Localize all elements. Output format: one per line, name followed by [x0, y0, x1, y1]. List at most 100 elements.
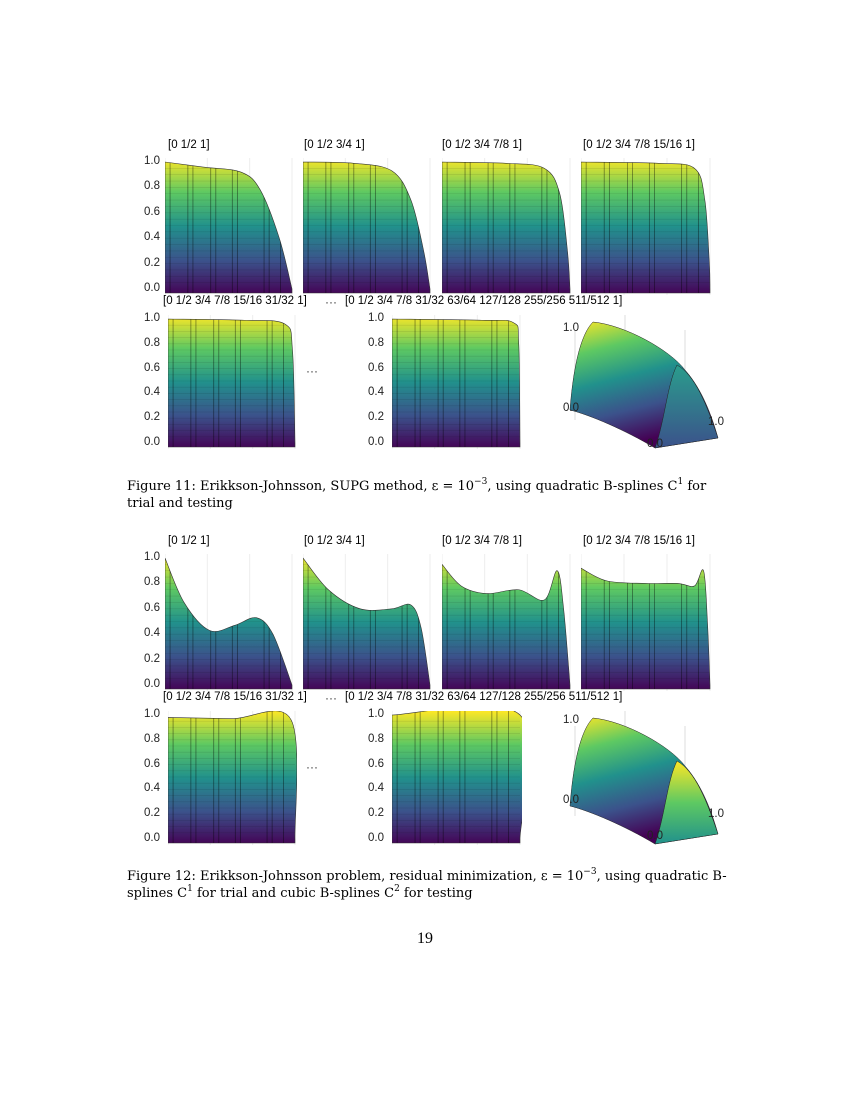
- figure-caption: Figure 12: Erikkson-Johnsson problem, re…: [127, 868, 727, 902]
- y-tick-label: 0.8: [144, 732, 160, 745]
- y-tick-label: 0.4: [144, 782, 160, 795]
- surface-plot: [392, 315, 521, 449]
- y-tick-label: 0.2: [144, 256, 160, 269]
- ellipsis: ···: [325, 691, 337, 705]
- surface-side-face: [654, 364, 719, 449]
- surface-fill: [165, 557, 293, 690]
- surface-plot: [442, 554, 571, 691]
- caption-text: for trial and cubic B-splines C: [192, 886, 395, 901]
- caption-superscript: −3: [474, 477, 488, 487]
- y-tick-label: 0.2: [144, 411, 160, 424]
- surface-plot: [165, 158, 293, 295]
- panel-title: [0 1/2 3/4 7/8 15/16 31/32 1]: [163, 691, 307, 703]
- surface-fill: [581, 161, 711, 294]
- surface-plot: [442, 158, 571, 295]
- 3d-tick-label: 1.0: [708, 808, 724, 820]
- page-number: 19: [417, 930, 433, 947]
- y-tick-label: 0.0: [144, 678, 160, 690]
- 3d-tick-label: 0.0: [647, 830, 663, 842]
- y-tick-label: 0.6: [144, 601, 160, 614]
- y-tick-label: 0.4: [144, 627, 160, 640]
- y-tick-label: 1.0: [144, 312, 160, 324]
- y-tick-label: 0.6: [144, 757, 160, 770]
- y-tick-label: 0.4: [144, 231, 160, 244]
- y-tick-label: 0.6: [144, 361, 160, 374]
- surface-plot: [165, 554, 293, 691]
- y-tick-label: 0.2: [368, 807, 384, 820]
- surface-fill: [168, 318, 296, 448]
- surface-plot: [303, 554, 431, 691]
- y-tick-label: 0.8: [368, 336, 384, 349]
- caption-text: , using quadratic B-splines C: [487, 479, 678, 494]
- y-tick-label: 0.8: [144, 336, 160, 349]
- y-tick-label: 0.4: [368, 782, 384, 795]
- y-tick-label: 1.0: [368, 708, 384, 720]
- y-tick-label: 0.0: [144, 436, 160, 448]
- surface-fill: [581, 567, 711, 690]
- y-tick-label: 0.8: [368, 732, 384, 745]
- panel-title: [0 1/2 3/4 7/8 1]: [442, 139, 522, 151]
- y-tick-label: 1.0: [368, 312, 384, 324]
- caption-superscript: 1: [187, 884, 193, 894]
- caption-text: , using quadratic B-splines C: [127, 869, 727, 901]
- y-tick-label: 0.8: [144, 180, 160, 193]
- caption-superscript: 2: [394, 884, 400, 894]
- surface-plot: [168, 315, 296, 449]
- panel-title: [0 1/2 3/4 7/8 15/16 1]: [583, 535, 695, 547]
- y-tick-label: 1.0: [144, 155, 160, 167]
- surface-plot: [168, 711, 297, 845]
- y-tick-label: 0.0: [144, 832, 160, 844]
- surface-side-face: [654, 760, 719, 845]
- y-tick-label: 0.6: [144, 205, 160, 218]
- surface-fill: [392, 318, 521, 448]
- panel-title: [0 1/2 3/4 1]: [304, 535, 365, 547]
- panel-title: [0 1/2 3/4 7/8 15/16 31/32 1]: [163, 295, 307, 307]
- surface-plot: [581, 554, 711, 691]
- panel-title: [0 1/2 3/4 7/8 31/32 63/64 127/128 255/2…: [345, 691, 623, 703]
- panel-title: [0 1/2 1]: [168, 535, 210, 547]
- 3d-tick-label: 1.0: [563, 714, 579, 726]
- y-tick-label: 0.6: [368, 757, 384, 770]
- y-tick-label: 0.8: [144, 576, 160, 589]
- panel-title: [0 1/2 3/4 7/8 15/16 1]: [583, 139, 695, 151]
- surface-plot: [581, 158, 711, 295]
- y-tick-label: 0.2: [368, 411, 384, 424]
- surface-fill: [303, 557, 431, 690]
- panel-title: [0 1/2 1]: [168, 139, 210, 151]
- figure-caption: Figure 11: Erikkson-Johnsson, SUPG metho…: [127, 478, 727, 512]
- ellipsis: ···: [306, 364, 318, 378]
- y-tick-label: 0.4: [368, 386, 384, 399]
- caption-text: Figure 11: Erikkson-Johnsson, SUPG metho…: [127, 479, 475, 494]
- caption-text: for testing: [399, 886, 473, 901]
- surface-fill: [442, 161, 571, 294]
- 3d-tick-label: 1.0: [708, 416, 724, 428]
- surface-fill: [392, 711, 522, 844]
- 3d-tick-label: 0.0: [647, 438, 663, 450]
- panel-title: [0 1/2 3/4 7/8 1]: [442, 535, 522, 547]
- surface-fill: [442, 563, 571, 690]
- y-tick-label: 1.0: [144, 551, 160, 563]
- surface-fill: [303, 161, 431, 294]
- ellipsis: ···: [306, 760, 318, 774]
- surface-3d-plot: [569, 315, 719, 449]
- caption-text: for trial and testing: [127, 479, 707, 511]
- panel-title: [0 1/2 3/4 1]: [304, 139, 365, 151]
- y-tick-label: 0.0: [368, 436, 384, 448]
- surface-3d-plot: [569, 711, 719, 845]
- 3d-tick-label: 1.0: [563, 322, 579, 334]
- surface-plot: [303, 158, 431, 295]
- y-tick-label: 0.2: [144, 652, 160, 665]
- surface-fill: [165, 161, 293, 294]
- y-tick-label: 0.0: [368, 832, 384, 844]
- surface-plot: [392, 711, 522, 845]
- y-tick-label: 1.0: [144, 708, 160, 720]
- 3d-tick-label: 0.0: [563, 402, 579, 414]
- surface-fill: [168, 711, 297, 844]
- panel-title: [0 1/2 3/4 7/8 31/32 63/64 127/128 255/2…: [345, 295, 623, 307]
- y-tick-label: 0.0: [144, 282, 160, 294]
- y-tick-label: 0.4: [144, 386, 160, 399]
- y-tick-label: 0.6: [368, 361, 384, 374]
- 3d-tick-label: 0.0: [563, 794, 579, 806]
- caption-text: Figure 12: Erikkson-Johnsson problem, re…: [127, 869, 584, 884]
- caption-superscript: −3: [583, 867, 597, 877]
